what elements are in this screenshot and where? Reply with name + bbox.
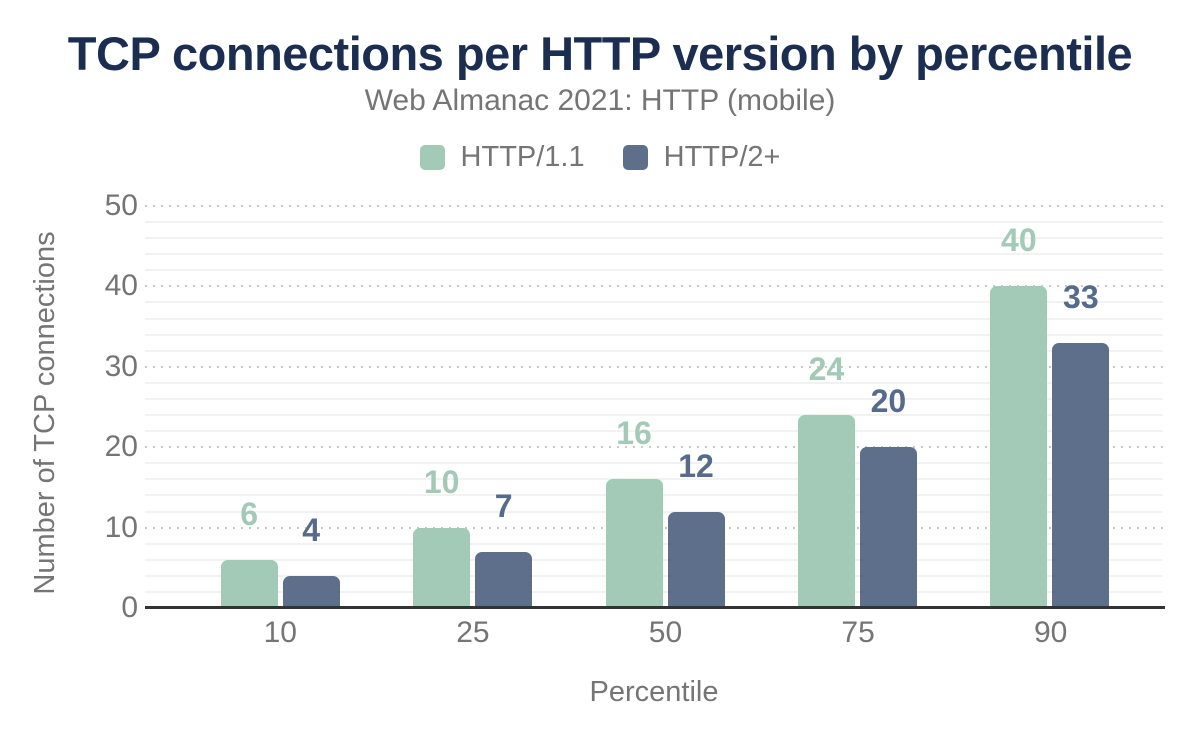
bar-group: 24 20 — [761, 206, 953, 608]
x-tick-label: 25 — [456, 616, 490, 649]
bar-value-label: 16 — [616, 415, 652, 452]
bar-http2[interactable]: 33 — [1052, 281, 1110, 608]
bar-http2[interactable]: 7 — [475, 490, 533, 608]
bar-value-label: 4 — [302, 511, 321, 548]
bar-http11[interactable]: 16 — [605, 417, 663, 608]
gridline-minor — [145, 349, 1163, 352]
bar-http2[interactable]: 12 — [667, 450, 725, 608]
bar-value-label: 10 — [423, 463, 460, 500]
gridline-minor — [145, 430, 1163, 433]
y-axis-title: Number of TCP connections — [29, 231, 61, 595]
legend-swatch-http2-icon — [622, 145, 648, 170]
legend-label-http11: HTTP/1.1 — [460, 141, 585, 173]
chart-subtitle: Web Almanac 2021: HTTP (mobile) — [364, 84, 836, 117]
gridline-minor — [145, 269, 1163, 272]
y-tick-label: 0 — [121, 591, 138, 624]
x-axis-title: Percentile — [589, 676, 719, 708]
gridline-minor — [145, 301, 1163, 304]
gridline-minor — [145, 253, 1163, 256]
bar-http11[interactable]: 24 — [797, 353, 855, 608]
x-axis-line — [145, 606, 1165, 609]
gridline-minor — [145, 462, 1163, 465]
y-tick-label: 50 — [104, 189, 138, 222]
bar-http11[interactable]: 10 — [413, 466, 471, 608]
gridline-minor — [145, 221, 1163, 224]
y-tick-label: 20 — [104, 430, 138, 464]
legend-label-http2: HTTP/2+ — [663, 141, 781, 173]
bar-http2[interactable]: 4 — [282, 514, 340, 608]
gridline-minor — [145, 381, 1163, 384]
bar-groups: 6 4 10 7 16 12 24 20 40 33 — [184, 206, 1146, 608]
gridline-minor — [145, 237, 1163, 240]
bar-group: 10 7 — [376, 206, 568, 608]
gridline-minor — [145, 317, 1163, 320]
bar-group: 16 12 — [569, 206, 761, 608]
plot-area: 6 4 10 7 16 12 24 20 40 33 — [145, 205, 1165, 609]
bar-value-label: 6 — [240, 495, 259, 532]
bar-value-label: 7 — [494, 487, 513, 524]
y-tick-label: 40 — [104, 269, 138, 303]
legend-swatch-http11-icon — [419, 145, 445, 170]
bar-value-label: 24 — [808, 351, 845, 388]
x-tick-label: 75 — [841, 616, 875, 649]
gridline-minor — [145, 397, 1163, 400]
gridline-major — [145, 446, 1163, 449]
y-tick-label: 10 — [104, 510, 138, 544]
x-tick-label: 10 — [263, 616, 297, 649]
bar-value-label: 12 — [678, 447, 714, 484]
legend-item-http2[interactable]: HTTP/2+ — [622, 141, 781, 174]
bar-value-label: 20 — [870, 383, 907, 420]
chart-title: TCP connections per HTTP version by perc… — [67, 27, 1133, 80]
x-tick-label: 50 — [648, 616, 683, 649]
gridline-major — [145, 285, 1163, 288]
bar-group: 40 33 — [954, 206, 1146, 608]
legend-item-http11[interactable]: HTTP/1.1 — [419, 141, 585, 174]
bar-http2[interactable]: 20 — [859, 385, 917, 608]
bar-value-label: 40 — [1001, 222, 1037, 259]
gridline-minor — [145, 414, 1163, 417]
bar-http11[interactable]: 6 — [220, 498, 278, 608]
gridline-major — [145, 205, 1163, 207]
bar-value-label: 33 — [1063, 278, 1099, 315]
gridline-minor — [145, 333, 1163, 336]
gridline-minor — [145, 478, 1163, 481]
y-tick-label: 30 — [104, 349, 138, 383]
x-tick-label: 90 — [1033, 616, 1068, 649]
legend: HTTP/1.1 HTTP/2+ — [0, 141, 1200, 174]
x-tick-labels: 10 25 50 75 90 — [184, 616, 1147, 650]
bar-http11[interactable]: 40 — [990, 224, 1048, 608]
gridline-major — [145, 365, 1163, 368]
